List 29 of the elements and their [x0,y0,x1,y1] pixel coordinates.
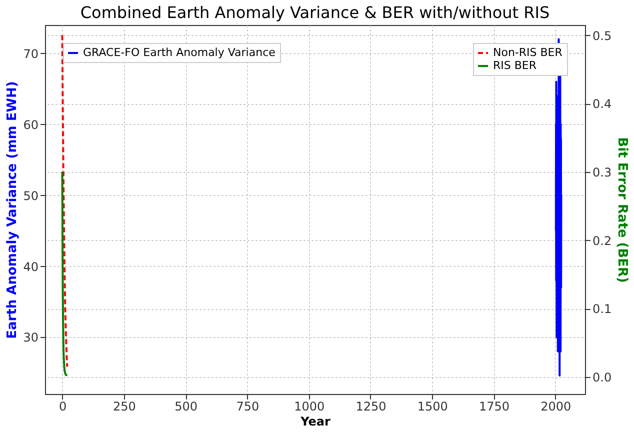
y-tick-label: 70 [23,46,38,61]
y2-tick-label: 0.3 [592,165,612,180]
x-tick-label: 0 [58,400,67,414]
x-tick-label: 1000 [294,400,325,414]
x-axis-title: Year [300,414,330,428]
y2-tick-label: 0.5 [592,28,612,43]
x-tick-label: 750 [236,400,260,414]
x-tick-label: 250 [112,400,136,414]
x-tick-label: 1750 [478,400,510,414]
x-tick-label: 2000 [540,400,572,414]
legend-label: RIS BER [493,59,537,72]
y2-axis-title: Bit Error Rate (BER) [614,137,630,283]
line-series [61,34,68,368]
y-tick-label: 50 [23,188,38,203]
x-tick-label: 1250 [356,400,386,414]
y-tick-label: 40 [23,260,38,274]
x-tick-label: 1500 [417,400,448,414]
y2-tick-label: 0.1 [592,302,612,316]
legend-label: GRACE-FO Earth Anomaly Variance [83,46,276,59]
y-tick-label: 60 [23,118,38,132]
line-series [61,170,68,377]
legend-label: Non-RIS BER [493,46,563,59]
y-tick-label: 30 [23,330,38,345]
y2-tick-label: 0.4 [592,97,612,112]
y2-tick-label: 0.0 [592,370,612,384]
y-axis-title: Earth Anomaly Variance (mm EWH) [5,81,20,339]
y2-tick-label: 0.2 [592,234,612,248]
x-tick-label: 500 [174,400,198,414]
chart-title: Combined Earth Anomaly Variance & BER with/without RIS [80,3,550,22]
